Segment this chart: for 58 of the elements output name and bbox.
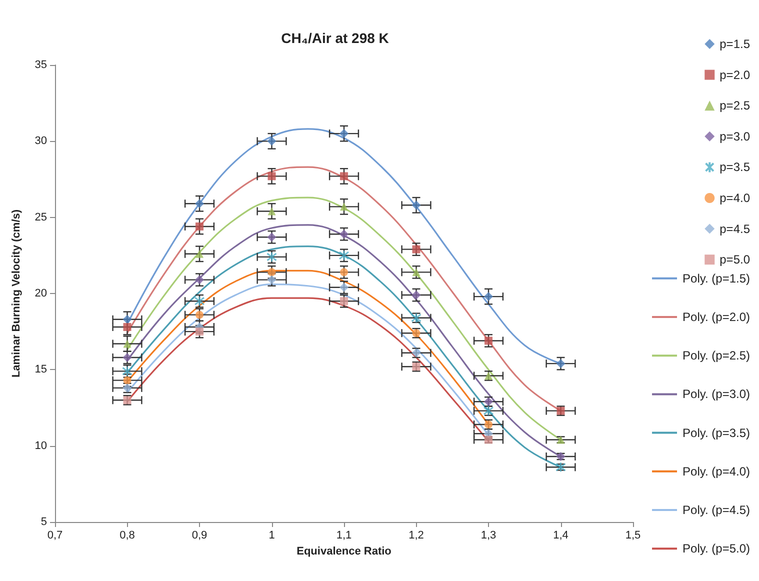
legend-label: Poly. (p=1.5) [682, 271, 750, 286]
x-tick-label: 1,4 [553, 530, 568, 542]
x-tick-label: 1,3 [480, 530, 496, 542]
x-tick-label: 1,2 [408, 530, 424, 542]
legend-label: Poly. (p=3.5) [682, 426, 750, 440]
y-tick-label: 15 [34, 364, 47, 376]
point [484, 336, 492, 345]
y-tick-label: 35 [34, 59, 47, 71]
y-tick-label: 25 [34, 211, 47, 224]
chart-title: CH₄/Air at 298 K [281, 30, 389, 46]
point [195, 199, 204, 208]
point [412, 268, 420, 276]
point [340, 230, 348, 239]
point [268, 207, 276, 216]
x-tick-label: 1,1 [336, 530, 352, 542]
point [556, 359, 566, 368]
legend-label: p=3.5 [720, 160, 750, 174]
point [412, 200, 421, 210]
point [267, 275, 276, 284]
point [340, 202, 348, 211]
y-tick-label: 20 [34, 288, 47, 300]
legend-label: p=1.5 [720, 37, 750, 51]
point [123, 323, 132, 332]
legend-label: p=2.0 [720, 68, 750, 82]
legend-label: Poly. (p=4.0) [682, 464, 750, 478]
y-tick-label: 10 [34, 440, 47, 452]
x-tick-label: 0,7 [47, 530, 63, 542]
x-axis-title: Equivalence Ratio [296, 545, 392, 558]
x-tick-label: 1,5 [625, 530, 641, 542]
point [267, 232, 276, 242]
y-axis-title: Laminar Burning Velocity (cm/s) [10, 209, 22, 378]
legend-label: p=2.5 [720, 98, 750, 113]
x-tick-label: 1 [268, 530, 275, 542]
legend-label: Poly. (p=2.0) [682, 310, 750, 324]
point [267, 136, 276, 146]
legend-label: Poly. (p=2.5) [682, 348, 750, 363]
point [268, 172, 276, 180]
point [122, 314, 132, 324]
y-tick-label: 5 [40, 516, 47, 528]
point [340, 172, 348, 180]
legend-label: Poly. (p=5.0) [682, 542, 750, 556]
point [196, 222, 204, 230]
legend-label: p=5.0 [720, 252, 750, 267]
point [412, 245, 420, 254]
point [196, 328, 204, 336]
legend-label: p=3.0 [720, 129, 750, 144]
legend-label: p=4.0 [720, 191, 750, 205]
point [484, 292, 493, 302]
x-tick-label: 0,8 [120, 530, 135, 542]
point [196, 250, 204, 258]
x-tick-label: 0,9 [192, 530, 208, 542]
point [340, 129, 348, 138]
legend-label: p=4.5 [720, 222, 750, 236]
legend-label: Poly. (p=3.0) [682, 387, 750, 402]
y-tick-label: 30 [34, 135, 47, 148]
point [412, 290, 421, 300]
legend-label: Poly. (p=4.5) [682, 503, 750, 517]
point [123, 340, 132, 348]
